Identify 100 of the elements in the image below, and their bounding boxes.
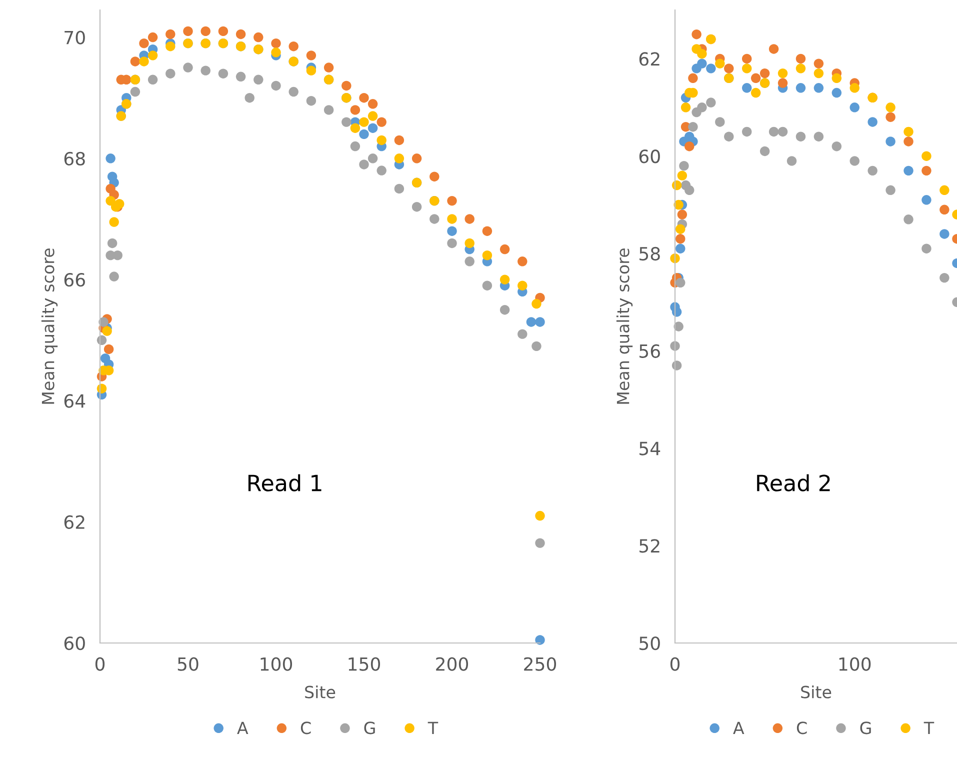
point [359,129,369,140]
point [368,99,378,109]
point [886,112,896,122]
x-tick-label: 200 [436,657,468,671]
point [778,78,788,88]
point [677,210,688,220]
legend-label: C [796,722,807,734]
point [324,105,334,115]
point [796,54,806,64]
point [715,117,725,127]
point [750,88,761,98]
point [677,170,688,180]
point [750,73,761,84]
point [886,185,896,196]
y-tick-label: 62 [639,52,660,66]
point [535,635,545,645]
point [148,50,158,60]
y-axis-title: Mean quality score [41,248,58,404]
point [518,329,528,339]
y-tick-label: 60 [64,636,85,650]
point [254,32,264,42]
point [796,83,806,93]
point [832,73,842,84]
point [922,166,932,176]
point [394,135,404,146]
legend-label: G [860,722,871,734]
x-axis-title: Site [305,685,336,698]
point [676,244,686,254]
point [796,132,806,142]
point [532,298,542,309]
point [288,86,298,97]
point [832,141,842,152]
point [342,80,352,91]
point [447,238,457,248]
point [715,58,725,68]
point [139,56,149,66]
point [697,102,707,112]
point [850,102,860,112]
point [104,344,114,354]
point [447,226,457,236]
point [724,64,734,74]
point [244,92,254,103]
point [342,117,352,127]
point [697,48,707,59]
point [464,238,474,248]
point [814,58,824,68]
point [535,510,545,521]
point [166,68,176,78]
point [447,214,457,224]
y-tick-label: 58 [640,246,660,261]
point [109,217,119,227]
point [306,66,316,76]
point [500,274,510,284]
point [688,122,698,132]
point [130,86,140,97]
point [359,160,369,170]
point [526,317,536,327]
x-tick-label: 50 [178,657,198,671]
y-tick-label: 64 [64,394,86,408]
point [482,280,492,290]
point [535,317,545,327]
point [904,214,914,224]
point [482,226,492,236]
point [183,26,193,36]
point [200,26,210,36]
y-tick-label: 52 [640,539,660,553]
point [535,538,545,548]
y-tick-label: 60 [639,150,660,164]
point [500,244,510,254]
point [271,38,281,48]
point [706,64,716,74]
point [350,141,360,152]
point [940,229,950,239]
point [106,196,116,206]
point [376,117,386,127]
point [679,160,689,171]
point [271,80,281,91]
point [742,54,752,64]
point [922,244,932,254]
point [359,117,369,127]
point [112,250,122,260]
point [447,196,457,206]
point [940,272,950,283]
point [464,214,474,224]
x-tick-label: 0 [670,657,680,671]
point [904,166,914,176]
point [306,96,316,106]
point [368,111,378,121]
point [412,202,422,212]
point [394,184,404,194]
y-tick-label: 68 [64,152,85,166]
point [676,234,686,244]
point [368,154,378,164]
point [271,48,281,58]
point [350,105,360,115]
point [464,256,474,266]
point [760,68,770,78]
point [532,341,542,352]
point [940,185,950,196]
point [940,204,950,214]
